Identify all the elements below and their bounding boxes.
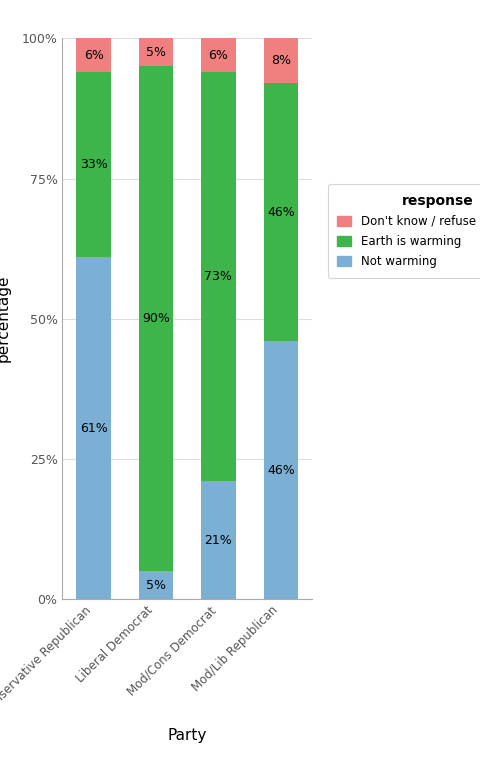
Bar bbox=[139, 38, 173, 67]
Text: 21%: 21% bbox=[204, 534, 232, 547]
Text: 5%: 5% bbox=[146, 578, 166, 591]
Bar bbox=[76, 72, 111, 257]
Bar bbox=[201, 482, 236, 599]
Bar bbox=[264, 341, 298, 599]
Text: 61%: 61% bbox=[80, 422, 108, 435]
Y-axis label: percentage: percentage bbox=[0, 275, 11, 362]
Bar bbox=[264, 38, 298, 83]
Bar bbox=[201, 38, 236, 72]
Text: 46%: 46% bbox=[267, 464, 295, 477]
Text: 33%: 33% bbox=[80, 158, 108, 171]
Bar bbox=[139, 67, 173, 571]
Text: 6%: 6% bbox=[84, 48, 104, 61]
Bar bbox=[201, 72, 236, 482]
Text: 46%: 46% bbox=[267, 206, 295, 219]
Bar bbox=[76, 38, 111, 72]
Bar bbox=[139, 571, 173, 599]
X-axis label: Party: Party bbox=[168, 728, 207, 743]
Bar bbox=[76, 257, 111, 599]
Text: 5%: 5% bbox=[146, 46, 166, 59]
Text: 90%: 90% bbox=[142, 313, 170, 325]
Legend: Don't know / refuse to answer, Earth is warming, Not warming: Don't know / refuse to answer, Earth is … bbox=[328, 184, 480, 277]
Text: 6%: 6% bbox=[208, 48, 228, 61]
Bar bbox=[264, 83, 298, 341]
Text: 8%: 8% bbox=[271, 55, 291, 68]
Text: 73%: 73% bbox=[204, 270, 232, 283]
